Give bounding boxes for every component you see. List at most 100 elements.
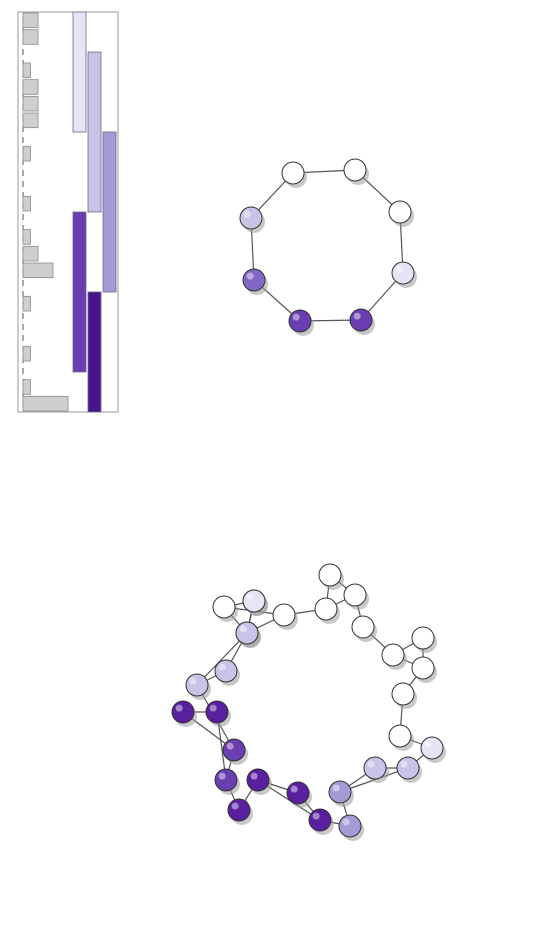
graph-node: [411, 626, 435, 650]
node-highlight: [318, 601, 326, 609]
node-highlight: [246, 272, 254, 280]
graph-node: [381, 643, 405, 667]
graph-node: [388, 724, 412, 748]
histogram-bar: [22, 62, 31, 79]
node-highlight: [415, 660, 423, 668]
node-highlight: [392, 728, 400, 736]
cover-interval-bar: [72, 11, 87, 133]
node-highlight: [385, 647, 393, 655]
graph-node: [396, 756, 420, 780]
node-highlight: [243, 210, 251, 218]
graph-node: [318, 563, 342, 587]
histogram-bar: [22, 112, 39, 129]
node-highlight: [189, 677, 197, 685]
graph-node: [185, 673, 209, 697]
histogram-bar: [22, 395, 69, 412]
node-highlight: [392, 204, 400, 212]
graph-node: [363, 756, 387, 780]
node-layer: [171, 563, 446, 841]
histogram-bar: [22, 379, 31, 395]
graph-node: [214, 659, 238, 683]
node-highlight: [276, 607, 284, 615]
cover-interval-bar: [87, 51, 102, 213]
node-highlight: [347, 162, 355, 170]
node-highlight: [209, 704, 217, 712]
graph-node: [338, 814, 362, 838]
node-highlight: [239, 625, 247, 633]
graph-node: [314, 597, 338, 621]
node-highlight: [342, 818, 350, 826]
graph-node: [420, 736, 444, 760]
histogram-bar: [22, 345, 31, 362]
graph-node: [351, 615, 375, 639]
node-highlight: [395, 686, 403, 694]
node-layer: [239, 158, 417, 336]
graph-node: [214, 768, 238, 792]
node-highlight: [226, 742, 234, 750]
histogram-bar: [22, 29, 39, 45]
histogram-bar: [22, 295, 31, 312]
histogram-bar: [22, 12, 39, 29]
node-highlight: [312, 812, 320, 820]
graph-node: [308, 808, 332, 832]
graph-node: [411, 656, 435, 680]
node-highlight: [355, 619, 363, 627]
node-highlight: [415, 630, 423, 638]
node-highlight: [218, 663, 226, 671]
graph-node: [391, 261, 415, 285]
edge-layer: [250, 169, 404, 322]
graph-node: [239, 206, 263, 230]
node-highlight: [400, 760, 408, 768]
graph-node: [388, 200, 412, 224]
graph-node: [171, 700, 195, 724]
node-highlight: [246, 593, 254, 601]
mapper-graph-small: [239, 158, 417, 336]
graph-edge: [196, 632, 248, 686]
node-highlight: [175, 704, 183, 712]
node-highlight: [285, 165, 293, 173]
histogram-bar: [22, 79, 39, 95]
graph-node: [205, 700, 229, 724]
histogram-bar: [22, 95, 39, 112]
graph-node: [288, 309, 312, 333]
histogram-bar: [22, 245, 39, 262]
cover-interval-bar: [72, 211, 87, 373]
cover-legend-panel: [17, 11, 119, 413]
node-highlight: [290, 785, 298, 793]
mapper-graph-large: [171, 563, 446, 841]
node-highlight: [332, 784, 340, 792]
node-highlight: [353, 312, 361, 320]
node-highlight: [322, 567, 330, 575]
histogram-bar: [22, 229, 31, 245]
node-highlight: [231, 802, 239, 810]
graph-node: [212, 595, 236, 619]
graph-node: [246, 768, 270, 792]
graph-node: [281, 161, 305, 185]
graph-node: [286, 781, 310, 805]
histogram-bar: [22, 262, 54, 279]
node-highlight: [216, 599, 224, 607]
graph-node: [222, 738, 246, 762]
histogram-bar: [22, 145, 31, 162]
cover-interval-bar: [87, 291, 102, 413]
graph-node: [343, 158, 367, 182]
graph-node: [242, 268, 266, 292]
node-highlight: [424, 740, 432, 748]
node-highlight: [395, 265, 403, 273]
graph-node: [349, 308, 373, 332]
graph-node: [242, 589, 266, 613]
graph-node: [272, 603, 296, 627]
node-highlight: [218, 772, 226, 780]
node-highlight: [367, 760, 375, 768]
node-highlight: [347, 587, 355, 595]
graph-node: [235, 621, 259, 645]
node-highlight: [250, 772, 258, 780]
graph-node: [227, 798, 251, 822]
cover-interval-bar: [102, 131, 117, 293]
graph-node: [391, 682, 415, 706]
graph-node: [343, 583, 367, 607]
histogram-bar: [22, 195, 31, 212]
graph-node: [328, 780, 352, 804]
node-highlight: [292, 313, 300, 321]
